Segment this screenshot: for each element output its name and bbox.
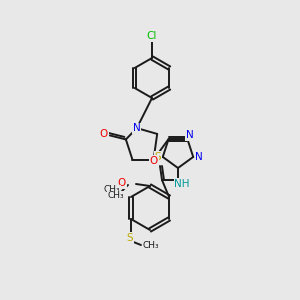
Text: N: N <box>195 152 203 162</box>
Text: NH: NH <box>174 179 190 189</box>
Text: O: O <box>118 178 126 188</box>
Text: CH₃: CH₃ <box>142 242 159 250</box>
Text: O: O <box>150 156 158 166</box>
Text: CH₃: CH₃ <box>104 185 120 194</box>
Text: N: N <box>185 130 193 140</box>
Text: S: S <box>127 233 133 243</box>
Text: O: O <box>100 129 108 140</box>
Text: CH₃: CH₃ <box>108 191 124 200</box>
Text: S: S <box>154 152 161 162</box>
Text: N: N <box>133 123 141 133</box>
Text: Cl: Cl <box>147 31 157 41</box>
